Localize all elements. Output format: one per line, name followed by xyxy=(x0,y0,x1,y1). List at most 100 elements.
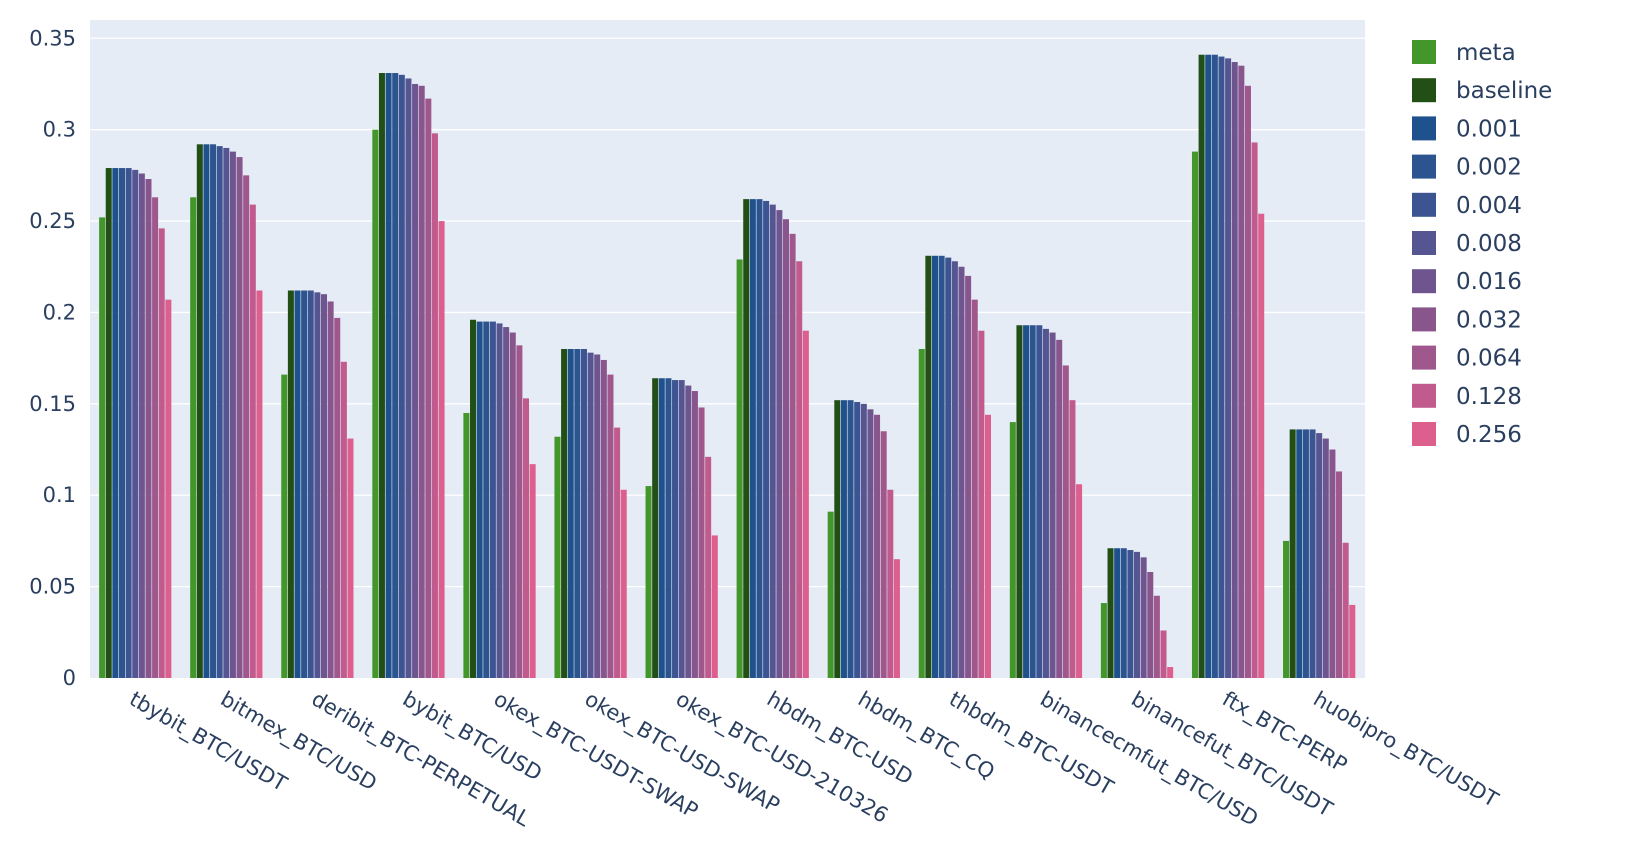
bar-0.256-8 xyxy=(893,559,900,678)
legend-swatch[interactable] xyxy=(1412,422,1436,446)
bar-0.004-2 xyxy=(307,290,314,678)
bar-0.002-6 xyxy=(665,378,672,678)
legend-swatch[interactable] xyxy=(1412,345,1436,370)
bar-0.001-11 xyxy=(1114,548,1121,678)
bar-baseline-5 xyxy=(561,349,568,678)
legend-label[interactable]: baseline xyxy=(1456,78,1552,104)
bar-baseline-2 xyxy=(287,290,294,678)
bar-0.256-11 xyxy=(1167,667,1174,678)
y-tick-label: 0.3 xyxy=(43,118,76,142)
bar-0.002-0 xyxy=(118,168,125,679)
bar-0.002-5 xyxy=(574,349,581,678)
legend-label[interactable]: 0.032 xyxy=(1456,307,1522,333)
bar-0.016-8 xyxy=(867,409,874,678)
bar-meta-10 xyxy=(1009,422,1016,678)
bar-0.064-3 xyxy=(425,98,432,679)
bar-0.064-11 xyxy=(1153,595,1160,678)
bar-0.256-0 xyxy=(165,299,172,678)
legend-label[interactable]: 0.001 xyxy=(1456,116,1522,142)
bar-0.256-9 xyxy=(984,414,991,678)
legend-swatch[interactable] xyxy=(1412,383,1436,408)
bar-0.016-5 xyxy=(594,354,601,678)
y-tick-label: 0.1 xyxy=(43,483,76,507)
bar-0.004-9 xyxy=(945,257,952,678)
bar-0.064-2 xyxy=(334,317,341,678)
bar-meta-12 xyxy=(1191,151,1198,679)
bar-0.008-8 xyxy=(860,403,867,678)
legend-label[interactable]: meta xyxy=(1456,40,1516,66)
legend-label[interactable]: 0.002 xyxy=(1456,155,1522,181)
bar-0.032-1 xyxy=(236,157,243,678)
bar-0.064-7 xyxy=(789,233,796,678)
bar-baseline-0 xyxy=(105,168,112,679)
bar-0.004-4 xyxy=(489,321,496,678)
legend-label[interactable]: 0.256 xyxy=(1456,422,1522,448)
bar-0.008-0 xyxy=(132,169,139,678)
bar-0.008-3 xyxy=(405,78,412,679)
bar-0.008-9 xyxy=(951,261,958,678)
bar-meta-13 xyxy=(1283,540,1290,678)
legend-swatch[interactable] xyxy=(1412,269,1436,294)
y-tick-label: 0 xyxy=(63,666,76,690)
bar-meta-11 xyxy=(1100,603,1107,678)
bar-0.032-11 xyxy=(1147,571,1154,678)
bar-0.128-2 xyxy=(340,361,347,678)
bar-0.008-5 xyxy=(587,352,594,678)
legend-label[interactable]: 0.008 xyxy=(1456,231,1522,257)
bar-0.256-7 xyxy=(802,330,809,678)
bar-meta-2 xyxy=(281,374,288,678)
bar-0.032-5 xyxy=(600,359,607,678)
bar-0.004-8 xyxy=(854,402,861,678)
legend-swatch[interactable] xyxy=(1412,116,1436,141)
bar-0.064-6 xyxy=(698,407,705,678)
bar-0.128-8 xyxy=(887,489,894,678)
bar-0.004-3 xyxy=(398,74,405,678)
bar-0.016-3 xyxy=(412,83,419,679)
bar-0.001-6 xyxy=(658,378,665,678)
bar-baseline-7 xyxy=(743,199,750,678)
bar-0.128-4 xyxy=(523,398,530,678)
legend-label[interactable]: 0.128 xyxy=(1456,384,1522,410)
legend-swatch[interactable] xyxy=(1412,78,1436,103)
bar-0.016-6 xyxy=(685,385,692,678)
bar-baseline-1 xyxy=(196,144,203,679)
bar-0.032-6 xyxy=(691,391,698,678)
bar-0.016-2 xyxy=(320,294,328,678)
legend-label[interactable]: 0.064 xyxy=(1456,346,1522,372)
bar-0.016-12 xyxy=(1231,62,1238,679)
legend-swatch[interactable] xyxy=(1412,307,1436,332)
bar-0.001-2 xyxy=(294,290,301,678)
bar-0.016-4 xyxy=(503,327,510,678)
bar-0.004-1 xyxy=(216,146,223,678)
bar-meta-9 xyxy=(918,349,925,678)
bar-baseline-10 xyxy=(1016,325,1023,678)
bar-0.064-0 xyxy=(152,197,159,679)
bar-meta-3 xyxy=(372,129,379,679)
bar-0.032-12 xyxy=(1238,65,1245,678)
bar-0.064-8 xyxy=(880,431,887,678)
y-tick-label: 0.2 xyxy=(43,300,76,324)
bar-meta-4 xyxy=(463,412,470,678)
legend-label[interactable]: 0.016 xyxy=(1456,269,1522,295)
bar-0.001-10 xyxy=(1023,325,1030,678)
bar-0.256-10 xyxy=(1076,484,1083,678)
legend-label[interactable]: 0.004 xyxy=(1456,193,1522,219)
bar-0.256-3 xyxy=(438,221,445,678)
bar-0.004-13 xyxy=(1309,429,1316,678)
bar-0.064-12 xyxy=(1244,85,1251,679)
bar-0.008-12 xyxy=(1225,58,1232,678)
bar-0.128-12 xyxy=(1251,142,1258,678)
bar-0.256-4 xyxy=(529,464,536,678)
legend-swatch[interactable] xyxy=(1412,231,1436,255)
bar-meta-0 xyxy=(99,217,106,678)
bar-baseline-13 xyxy=(1289,429,1296,678)
bar-0.064-13 xyxy=(1336,471,1343,678)
legend-swatch[interactable] xyxy=(1412,192,1436,217)
bar-0.001-3 xyxy=(385,73,392,678)
bar-0.002-4 xyxy=(483,321,490,678)
legend-swatch[interactable] xyxy=(1412,40,1436,64)
bar-0.128-1 xyxy=(249,204,256,679)
bar-baseline-6 xyxy=(652,378,659,678)
legend-swatch[interactable] xyxy=(1412,154,1436,179)
